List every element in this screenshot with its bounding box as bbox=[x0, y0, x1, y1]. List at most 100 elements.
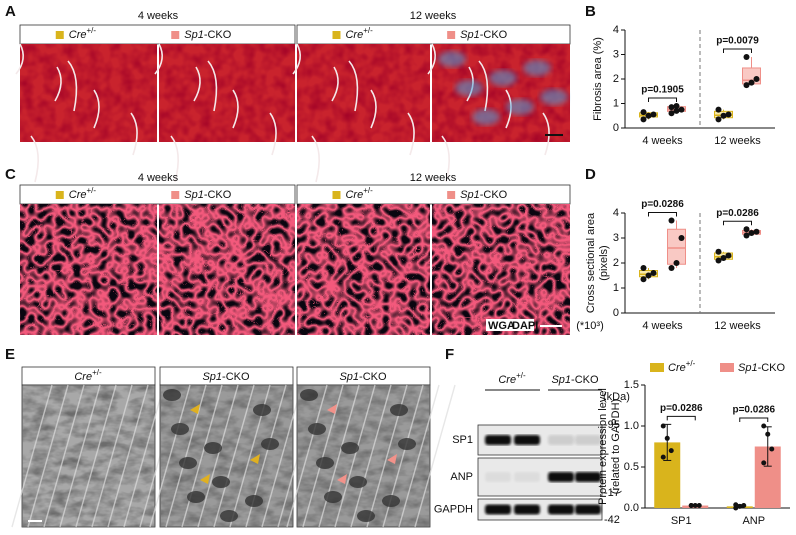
fluorescence-texture bbox=[432, 204, 570, 335]
arrowhead bbox=[190, 404, 200, 414]
text-part: +/- bbox=[516, 371, 526, 380]
data-point bbox=[761, 423, 767, 429]
tissue-gap bbox=[232, 89, 239, 129]
mitochondria bbox=[171, 423, 189, 435]
data-point bbox=[673, 107, 680, 114]
fibrosis-stain bbox=[455, 80, 483, 96]
text-part: Sp1 bbox=[339, 371, 359, 383]
text-part: Cre bbox=[668, 362, 686, 374]
y-tick-label: 3 bbox=[613, 48, 619, 60]
text-part: +/- bbox=[363, 186, 373, 195]
p-value: p=0.0286 bbox=[641, 199, 684, 210]
sarcomere-line bbox=[11, 384, 53, 528]
p-bracket bbox=[723, 48, 752, 53]
blot-band bbox=[514, 435, 540, 445]
text-part: Sp1 bbox=[460, 29, 480, 41]
fluorescence-texture bbox=[297, 204, 430, 335]
fibrosis-stain bbox=[540, 89, 568, 105]
data-point bbox=[765, 431, 771, 437]
text-part: -CKO bbox=[758, 362, 786, 374]
data-point bbox=[715, 116, 722, 123]
p-value: p=0.1905 bbox=[641, 85, 684, 96]
mitochondria bbox=[398, 438, 416, 450]
mitochondria bbox=[357, 510, 375, 522]
data-point bbox=[692, 503, 698, 509]
data-point bbox=[696, 503, 702, 509]
data-point bbox=[741, 503, 747, 509]
tissue-gap bbox=[542, 112, 550, 156]
fluorescence-texture bbox=[20, 204, 157, 335]
sarcomere-line bbox=[91, 384, 133, 528]
tissue-gap bbox=[407, 112, 415, 156]
header: 12 weeks bbox=[410, 10, 457, 22]
mitochondria bbox=[220, 510, 238, 522]
p-value: p=0.0079 bbox=[716, 36, 759, 47]
y-axis-label: Cross sectional area bbox=[585, 212, 597, 313]
text-part: Cre bbox=[345, 29, 363, 41]
y-tick-label: 0 bbox=[613, 307, 619, 319]
x-tick-label: SP1 bbox=[671, 515, 692, 527]
sarcomere-line bbox=[149, 384, 191, 528]
y-tick-label: 0.0 bbox=[624, 502, 639, 514]
sarcomere-line bbox=[302, 384, 344, 528]
data-point bbox=[688, 503, 694, 509]
tissue-gap bbox=[15, 43, 24, 75]
legend-swatch bbox=[447, 31, 456, 39]
mitochondria bbox=[349, 476, 367, 488]
legend-swatch bbox=[447, 191, 456, 199]
blot-marker: -42 bbox=[604, 514, 620, 526]
sarcomere-line bbox=[43, 384, 85, 528]
x-tick-label: 12 weeks bbox=[714, 320, 761, 332]
blot-band bbox=[485, 504, 511, 515]
sarcomere-line bbox=[350, 384, 392, 528]
text-part: -CKO bbox=[204, 189, 232, 201]
tissue-gap bbox=[427, 43, 436, 75]
text-part: +/- bbox=[92, 368, 102, 377]
tissue-gap bbox=[93, 89, 100, 129]
mitochondria bbox=[316, 457, 334, 469]
text-part: -CKO bbox=[480, 189, 508, 201]
data-point bbox=[668, 217, 675, 224]
mitochondria bbox=[308, 423, 326, 435]
data-point bbox=[715, 257, 722, 264]
text-part: Sp1 bbox=[551, 374, 571, 386]
legend-label: Cre+/- bbox=[69, 26, 97, 41]
data-point bbox=[743, 53, 750, 60]
legend-label: Sp1-CKO bbox=[184, 29, 232, 41]
mitochondria bbox=[253, 404, 271, 416]
data-point bbox=[664, 435, 670, 441]
mitochondria bbox=[382, 495, 400, 507]
mitochondria bbox=[300, 389, 318, 401]
legend-label: Sp1-CKO bbox=[460, 29, 508, 41]
data-point bbox=[668, 265, 675, 271]
mitochondria bbox=[390, 404, 408, 416]
mitochondria bbox=[341, 442, 359, 454]
data-point bbox=[640, 276, 647, 283]
legend-swatch bbox=[171, 31, 180, 39]
text-part: Sp1 bbox=[460, 189, 480, 201]
y-tick-label: 2 bbox=[613, 73, 619, 85]
arrowhead bbox=[250, 454, 260, 464]
em-texture bbox=[297, 385, 430, 527]
blot-band bbox=[575, 472, 601, 482]
legend-box bbox=[19, 24, 296, 45]
legend-swatch bbox=[720, 363, 734, 372]
fibrosis-stain bbox=[489, 70, 517, 86]
text-part: Cre bbox=[69, 189, 87, 201]
y-tick-label: 1 bbox=[613, 97, 619, 109]
tissue-gap bbox=[54, 66, 62, 102]
sarcomere-line bbox=[197, 384, 239, 528]
legend-swatch bbox=[332, 191, 341, 199]
sarcomere-line bbox=[75, 384, 117, 528]
mitochondria bbox=[163, 389, 181, 401]
tissue-gap bbox=[67, 60, 78, 112]
legend-swatch bbox=[650, 363, 664, 372]
tissue-gap bbox=[207, 60, 218, 112]
stain-label-bg bbox=[486, 319, 534, 331]
data-point bbox=[748, 230, 755, 236]
text-part: Sp1 bbox=[202, 371, 222, 383]
y-tick-label: 4 bbox=[613, 24, 619, 36]
em-header-label: Cre+/- bbox=[74, 368, 102, 383]
text-part: +/- bbox=[686, 359, 696, 368]
